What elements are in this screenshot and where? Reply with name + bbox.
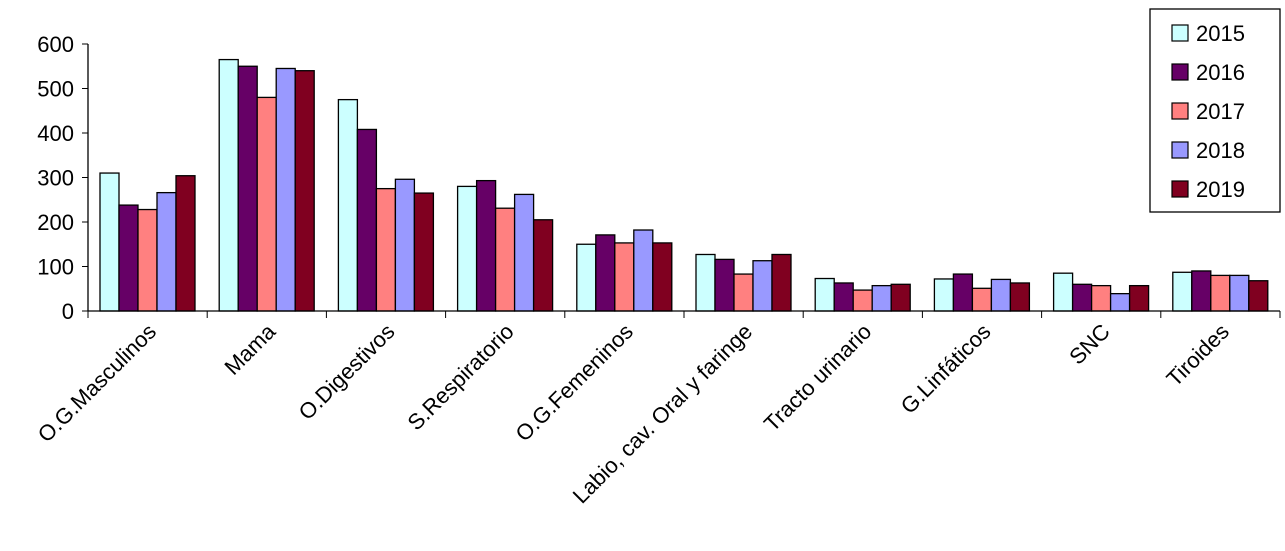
x-tick-label: S.Respiratorio — [402, 319, 518, 435]
bar-2018-4 — [633, 229, 654, 312]
bar-2017-0 — [137, 208, 158, 312]
y-tick-label: 300 — [37, 166, 74, 191]
bar-2019-2 — [413, 192, 435, 312]
bar-2018-1 — [275, 67, 296, 312]
legend-label-2019: 2019 — [1196, 177, 1245, 202]
bar-2017-7 — [971, 287, 993, 312]
bar-2019-0 — [175, 175, 196, 312]
bar-2018-0 — [156, 191, 177, 312]
bar-2019-8 — [1128, 284, 1150, 312]
bar-2015-5 — [695, 253, 716, 312]
bar-2016-0 — [118, 204, 139, 312]
bar-2016-5 — [714, 258, 735, 312]
bar-2018-2 — [394, 178, 416, 312]
bar-2016-2 — [356, 128, 378, 312]
bar-2018-8 — [1109, 292, 1131, 312]
bar-2018-6 — [871, 284, 892, 312]
legend-label-2016: 2016 — [1196, 60, 1245, 85]
bar-2019-6 — [890, 283, 911, 312]
bar-2015-7 — [933, 278, 955, 312]
x-tick-label: O.G.Masculinos — [33, 319, 161, 447]
bar-2017-8 — [1090, 284, 1112, 312]
y-tick-label: 600 — [37, 32, 74, 57]
legend-swatch-2015 — [1171, 24, 1189, 42]
y-axis: 0 100 200 300 400 500 600 — [37, 32, 88, 324]
axes — [87, 44, 1281, 318]
x-tick-label: Tracto urinario — [759, 319, 876, 436]
bar-2019-1 — [294, 70, 315, 312]
bar-2018-3 — [513, 193, 535, 312]
y-tick-label: 0 — [62, 299, 74, 324]
bar-2019-3 — [532, 219, 554, 312]
bar-2015-8 — [1052, 272, 1074, 312]
bar-2015-2 — [337, 98, 359, 312]
bar-2016-8 — [1071, 283, 1093, 312]
y-tick-label: 200 — [37, 210, 74, 235]
legend-label-2015: 2015 — [1196, 21, 1245, 46]
bar-2017-9 — [1210, 274, 1231, 312]
legend-swatch-2016 — [1171, 63, 1189, 81]
bars — [99, 58, 1269, 312]
x-tick-label: Mama — [219, 318, 280, 379]
bar-2019-5 — [771, 253, 792, 312]
x-tick-label: O.Digestivos — [294, 319, 400, 425]
x-tick-label: G.Linfáticos — [896, 319, 996, 419]
bar-2015-4 — [576, 243, 597, 312]
bar-2018-9 — [1229, 274, 1250, 312]
legend-swatch-2019 — [1171, 180, 1189, 198]
bar-2017-1 — [256, 96, 277, 312]
bar-2019-9 — [1248, 280, 1269, 312]
bar-2017-3 — [494, 207, 516, 312]
bar-2016-9 — [1191, 270, 1212, 312]
bar-2015-3 — [456, 185, 478, 312]
legend-swatch-2017 — [1171, 102, 1189, 120]
x-axis-labels: O.G.Masculinos Mama O.Digestivos S.Respirat… — [33, 318, 1234, 508]
bar-2015-0 — [99, 172, 120, 312]
bar-2015-9 — [1172, 271, 1193, 312]
y-tick-label: 100 — [37, 255, 74, 280]
y-tick-label: 500 — [37, 77, 74, 102]
legend-label-2018: 2018 — [1196, 138, 1245, 163]
bar-2017-4 — [614, 242, 635, 312]
x-tick-label: SNC — [1064, 319, 1115, 370]
bar-2017-6 — [852, 289, 873, 312]
y-tick-label: 400 — [37, 121, 74, 146]
bar-2015-1 — [218, 58, 239, 312]
bar-2019-4 — [652, 242, 673, 312]
legend: 2015 2016 2017 2018 2019 — [1149, 8, 1281, 213]
bar-2017-2 — [375, 187, 397, 312]
bar-2015-6 — [814, 277, 835, 312]
bar-2017-5 — [733, 273, 754, 312]
bar-2016-1 — [237, 65, 258, 312]
bar-2018-5 — [752, 260, 773, 312]
bar-2016-3 — [475, 179, 497, 312]
bar-2016-4 — [595, 234, 616, 312]
x-tick-label: O.G.Femeninos — [510, 319, 637, 446]
legend-swatch-2018 — [1171, 141, 1189, 159]
legend-label-2017: 2017 — [1196, 99, 1245, 124]
bar-2016-6 — [833, 282, 854, 312]
bar-2018-7 — [990, 278, 1012, 312]
bar-2016-7 — [952, 273, 974, 312]
x-tick-label: Tiroides — [1162, 319, 1234, 391]
bar-2019-7 — [1009, 282, 1031, 312]
